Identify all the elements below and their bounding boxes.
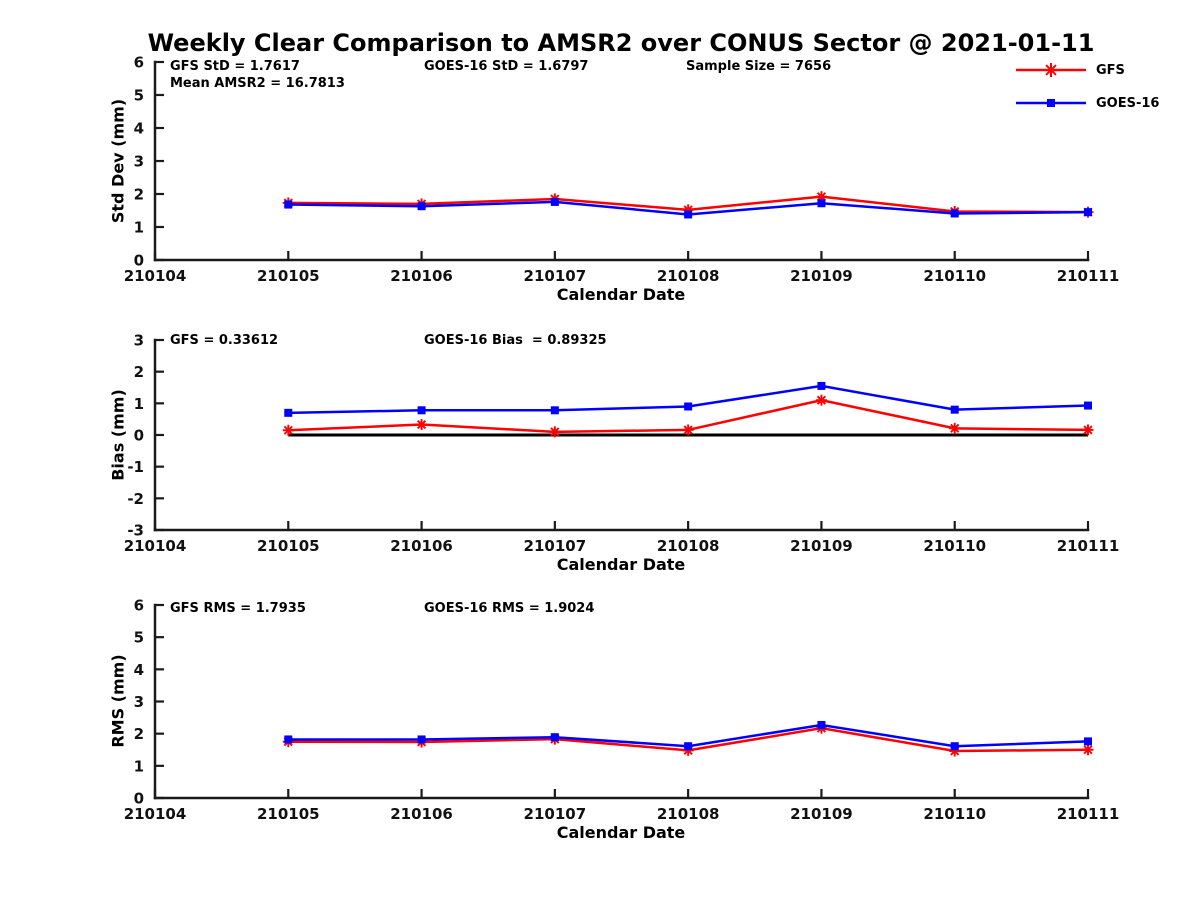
svg-text:6: 6 (134, 597, 144, 615)
svg-text:4: 4 (134, 120, 144, 138)
svg-text:-3: -3 (127, 522, 144, 540)
svg-text:210106: 210106 (390, 537, 453, 555)
svg-text:210108: 210108 (657, 267, 720, 285)
y-axis-label-rms: RMS (mm) (108, 654, 128, 748)
svg-text:210108: 210108 (657, 805, 720, 823)
svg-text:1: 1 (134, 757, 144, 775)
svg-text:1: 1 (134, 219, 144, 237)
annotation-goes16-rms: GOES-16 RMS = 1.9024 (424, 601, 595, 616)
chart-title: Weekly Clear Comparison to AMSR2 over CO… (147, 29, 1095, 57)
annotation-gfs-rms: GFS RMS = 1.7935 (170, 601, 306, 616)
svg-text:0: 0 (134, 252, 144, 270)
svg-text:2: 2 (134, 363, 144, 381)
svg-text:1: 1 (134, 395, 144, 413)
annotation-gfs-bias: GFS = 0.33612 (170, 333, 279, 348)
annotation-goes16-bias: GOES-16 Bias = 0.89325 (424, 333, 607, 348)
legend-label-goes16: GOES-16 (1096, 95, 1160, 111)
svg-text:210109: 210109 (790, 537, 853, 555)
legend-gfs-line-icon (1016, 63, 1086, 77)
svg-text:210107: 210107 (524, 805, 587, 823)
svg-text:210104: 210104 (124, 267, 187, 285)
svg-text:-1: -1 (127, 458, 144, 476)
svg-text:210105: 210105 (257, 805, 320, 823)
svg-text:210107: 210107 (524, 537, 587, 555)
svg-text:210111: 210111 (1057, 267, 1120, 285)
svg-text:210105: 210105 (257, 537, 320, 555)
svg-text:210110: 210110 (923, 805, 986, 823)
legend-label-gfs: GFS (1096, 62, 1125, 78)
legend-item-gfs: GFS (1014, 62, 1159, 78)
x-axis-label-3: Calendar Date (556, 823, 686, 842)
x-axis-label-2: Calendar Date (556, 555, 686, 574)
annotation-sample-size: Sample Size = 7656 (686, 59, 832, 74)
svg-text:210106: 210106 (390, 267, 453, 285)
y-axis-label-bias: Bias (mm) (108, 389, 128, 481)
legend-goes16-line-icon (1016, 99, 1086, 107)
svg-text:2: 2 (134, 186, 144, 204)
legend-item-goes16: GOES-16 (1014, 95, 1159, 111)
y-axis-label-stddev: Std Dev (mm) (108, 98, 128, 224)
svg-text:210109: 210109 (790, 805, 853, 823)
svg-text:6: 6 (134, 54, 144, 72)
svg-text:3: 3 (134, 153, 144, 171)
svg-text:210109: 210109 (790, 267, 853, 285)
svg-text:210108: 210108 (657, 537, 720, 555)
svg-text:5: 5 (134, 87, 144, 105)
annotation-goes16-std: GOES-16 StD = 1.6797 (424, 59, 589, 74)
svg-text:-2: -2 (127, 490, 144, 508)
svg-text:0: 0 (134, 790, 144, 808)
legend: GFS GOES-16 (1014, 62, 1159, 128)
svg-text:3: 3 (134, 332, 144, 350)
svg-text:210106: 210106 (390, 805, 453, 823)
svg-text:2: 2 (134, 725, 144, 743)
svg-text:4: 4 (134, 661, 144, 679)
svg-text:210110: 210110 (923, 537, 986, 555)
annotation-gfs-std: GFS StD = 1.7617 (170, 59, 300, 74)
svg-text:210107: 210107 (524, 267, 587, 285)
svg-text:210111: 210111 (1057, 805, 1120, 823)
svg-text:210104: 210104 (124, 537, 187, 555)
svg-text:3: 3 (134, 693, 144, 711)
svg-text:210105: 210105 (257, 267, 320, 285)
svg-text:210110: 210110 (923, 267, 986, 285)
svg-text:5: 5 (134, 629, 144, 647)
x-axis-label-1: Calendar Date (556, 285, 686, 304)
svg-text:0: 0 (134, 427, 144, 445)
svg-text:210104: 210104 (124, 805, 187, 823)
annotation-mean-amsr2: Mean AMSR2 = 16.7813 (170, 76, 345, 91)
svg-text:210111: 210111 (1057, 537, 1120, 555)
